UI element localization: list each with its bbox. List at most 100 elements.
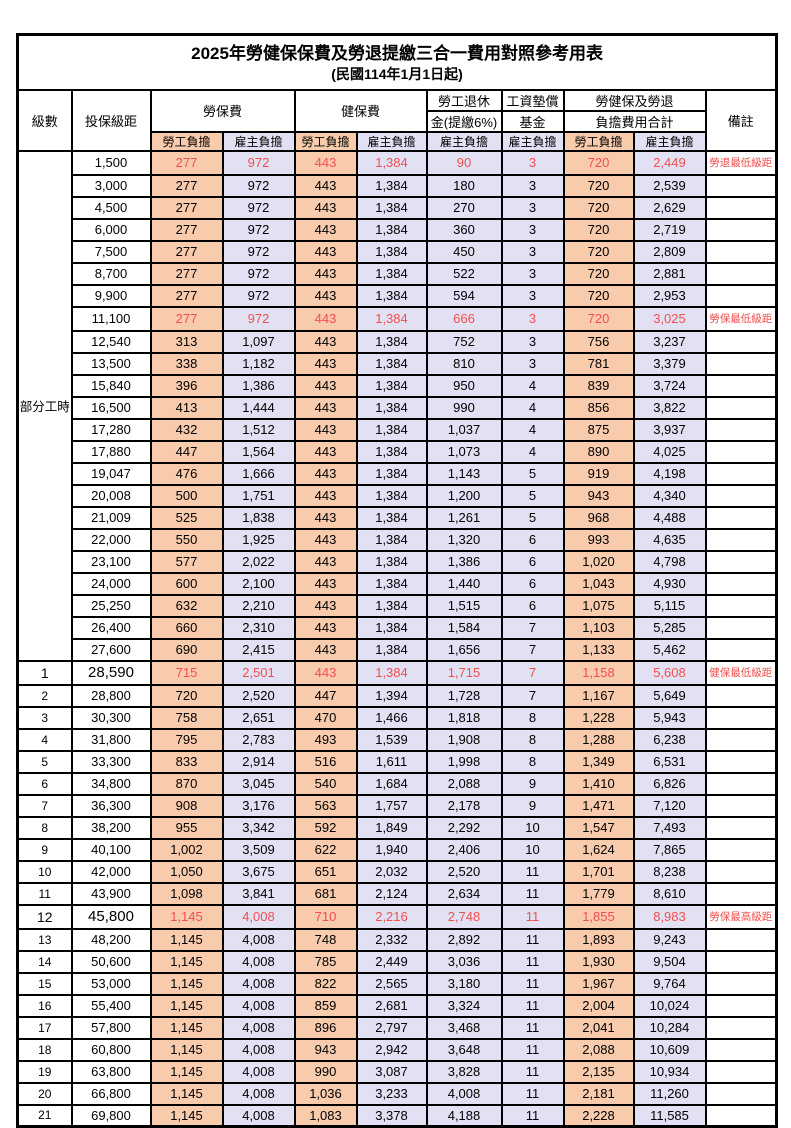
table-row: 部分工時 1,500 277 972 443 1,384 90 3 720 2,449 勞退最低級距 xyxy=(16,149,778,662)
bracket-cell: 40,100 xyxy=(70,837,152,862)
total-employee-cell: 1,893 xyxy=(562,927,635,952)
remark-cell xyxy=(704,461,778,486)
labor-employee-cell: 660 xyxy=(149,615,224,640)
remark-cell xyxy=(704,793,778,818)
labor-employee-cell: 277 xyxy=(149,305,224,332)
health-employee-cell: 443 xyxy=(293,593,358,618)
title-row: 2025年勞健保保費及勞退提繳三合一費用對照參考用表 (民國114年1月1日起) xyxy=(16,33,778,91)
bracket-cell: 4,500 xyxy=(70,195,152,220)
remark-cell xyxy=(704,727,778,752)
bracket-cell: 26,400 xyxy=(70,615,152,640)
health-employee-cell: 443 xyxy=(293,261,358,286)
health-employer-cell: 1,384 xyxy=(355,195,428,220)
total-employee-cell: 943 xyxy=(562,483,635,508)
pension-employer-cell: 1,818 xyxy=(425,705,503,730)
total-employer-cell: 4,635 xyxy=(632,527,707,552)
labor-employee-cell: 338 xyxy=(149,351,224,376)
total-employer-cell: 4,930 xyxy=(632,571,707,596)
total-employee-cell: 1,228 xyxy=(562,705,635,730)
col-header-wage-fund-line2: 基金 xyxy=(500,109,565,133)
labor-employee-cell: 447 xyxy=(149,439,224,464)
total-employee-cell: 1,075 xyxy=(562,593,635,618)
table-row: 12 45,800 1,145 4,008 710 2,216 2,748 11 1,855 8,… xyxy=(16,903,778,930)
wagefund-employer-cell: 3 xyxy=(500,305,565,332)
table-row: 5 33,300 833 2,914 516 1,611 1,998 8 1,349 6,531 xyxy=(16,749,778,774)
health-employer-cell: 1,384 xyxy=(355,173,428,198)
remark-cell xyxy=(704,505,778,530)
table-row: 14 50,600 1,145 4,008 785 2,449 3,036 11 1,930 9,… xyxy=(16,949,778,974)
total-employee-cell: 1,547 xyxy=(562,815,635,840)
remark-cell xyxy=(704,527,778,552)
health-employer-cell: 1,384 xyxy=(355,239,428,264)
level-cell: 15 xyxy=(16,971,73,996)
table-row: 4,500 277 972 443 1,384 270 3 720 2,629 xyxy=(18,195,778,220)
bracket-cell: 17,880 xyxy=(70,439,152,464)
level-cell: 5 xyxy=(16,749,73,774)
bracket-cell: 19,047 xyxy=(70,461,152,486)
bracket-cell: 8,700 xyxy=(70,261,152,286)
pension-employer-cell: 1,908 xyxy=(425,727,503,752)
table-row: 23,100 577 2,022 443 1,384 1,386 6 1,020 4,798 xyxy=(18,549,778,574)
total-employee-cell: 2,228 xyxy=(562,1103,635,1128)
table-row: 24,000 600 2,100 443 1,384 1,440 6 1,043 4,930 xyxy=(18,571,778,596)
subheader-wage-fund-employer: 雇主負擔 xyxy=(500,130,565,152)
labor-employee-cell: 277 xyxy=(149,217,224,242)
level-cell: 21 xyxy=(16,1103,73,1128)
labor-employer-cell: 972 xyxy=(221,195,296,220)
level-cell: 1 xyxy=(16,659,73,686)
remark-cell xyxy=(704,815,778,840)
health-employee-cell: 896 xyxy=(293,1015,358,1040)
table-row: 1 28,590 715 2,501 443 1,384 1,715 7 1,158 5,608 健… xyxy=(16,659,778,686)
labor-employee-cell: 413 xyxy=(149,395,224,420)
page-title: 2025年勞健保保費及勞退提繳三合一費用對照參考用表 xyxy=(191,43,603,63)
labor-employee-cell: 715 xyxy=(149,659,224,686)
level-cell: 4 xyxy=(16,727,73,752)
total-employer-cell: 2,719 xyxy=(632,217,707,242)
table-row: 17 57,800 1,145 4,008 896 2,797 3,468 11 2,041 10… xyxy=(16,1015,778,1040)
labor-employer-cell: 2,100 xyxy=(221,571,296,596)
bracket-cell: 28,590 xyxy=(70,659,152,686)
labor-employer-cell: 2,022 xyxy=(221,549,296,574)
pension-employer-cell: 810 xyxy=(425,351,503,376)
health-employer-cell: 3,378 xyxy=(355,1103,428,1128)
total-employee-cell: 2,088 xyxy=(562,1037,635,1062)
remark-cell xyxy=(704,1015,778,1040)
level-cell: 20 xyxy=(16,1081,73,1106)
wagefund-employer-cell: 3 xyxy=(500,283,565,308)
health-employee-cell: 651 xyxy=(293,859,358,884)
total-employer-cell: 3,025 xyxy=(632,305,707,332)
pension-employer-cell: 522 xyxy=(425,261,503,286)
health-employee-cell: 943 xyxy=(293,1037,358,1062)
labor-employee-cell: 1,145 xyxy=(149,971,224,996)
table-row: 7 36,300 908 3,176 563 1,757 2,178 9 1,471 7,120 xyxy=(16,793,778,818)
labor-employer-cell: 3,342 xyxy=(221,815,296,840)
health-employer-cell: 1,384 xyxy=(355,217,428,242)
total-employee-cell: 1,043 xyxy=(562,571,635,596)
bracket-cell: 30,300 xyxy=(70,705,152,730)
labor-employee-cell: 1,145 xyxy=(149,927,224,952)
total-employee-cell: 1,349 xyxy=(562,749,635,774)
total-employer-cell: 10,024 xyxy=(632,993,707,1018)
health-employer-cell: 1,384 xyxy=(355,417,428,442)
wagefund-employer-cell: 11 xyxy=(500,1081,565,1106)
remark-cell xyxy=(704,571,778,596)
total-employer-cell: 6,826 xyxy=(632,771,707,796)
total-employer-cell: 4,340 xyxy=(632,483,707,508)
table-row: 7,500 277 972 443 1,384 450 3 720 2,809 xyxy=(18,239,778,264)
subheader-total-employer: 雇主負擔 xyxy=(632,130,707,152)
labor-employer-cell: 3,841 xyxy=(221,881,296,906)
pension-employer-cell: 4,188 xyxy=(425,1103,503,1128)
health-employer-cell: 1,384 xyxy=(355,373,428,398)
wagefund-employer-cell: 11 xyxy=(500,1103,565,1128)
remark-cell xyxy=(704,351,778,376)
labor-employer-cell: 4,008 xyxy=(221,993,296,1018)
bracket-cell: 16,500 xyxy=(70,395,152,420)
labor-employer-cell: 972 xyxy=(221,305,296,332)
health-employer-cell: 1,384 xyxy=(355,593,428,618)
health-employer-cell: 1,384 xyxy=(355,329,428,354)
total-employer-cell: 2,629 xyxy=(632,195,707,220)
level-cell: 17 xyxy=(16,1015,73,1040)
total-employee-cell: 2,181 xyxy=(562,1081,635,1106)
labor-employee-cell: 1,098 xyxy=(149,881,224,906)
health-employer-cell: 3,233 xyxy=(355,1081,428,1106)
